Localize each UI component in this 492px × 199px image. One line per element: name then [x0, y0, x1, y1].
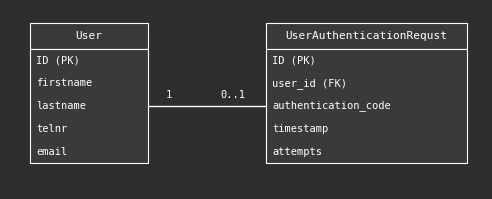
Text: lastname: lastname: [36, 101, 86, 111]
Text: attempts: attempts: [272, 147, 322, 157]
Text: ID (PK): ID (PK): [272, 55, 316, 65]
Text: ID (PK): ID (PK): [36, 55, 80, 65]
Text: UserAuthenticationRequst: UserAuthenticationRequst: [285, 31, 448, 41]
Text: user_id (FK): user_id (FK): [272, 78, 347, 89]
Text: email: email: [36, 147, 67, 157]
Text: User: User: [75, 31, 102, 41]
Text: timestamp: timestamp: [272, 124, 328, 134]
FancyBboxPatch shape: [30, 49, 148, 163]
Text: telnr: telnr: [36, 124, 67, 134]
Text: 0..1: 0..1: [220, 90, 245, 100]
Text: 1: 1: [166, 90, 172, 100]
Text: firstname: firstname: [36, 78, 92, 88]
FancyBboxPatch shape: [266, 49, 467, 163]
Text: authentication_code: authentication_code: [272, 100, 391, 111]
FancyBboxPatch shape: [30, 23, 148, 49]
FancyBboxPatch shape: [266, 23, 467, 49]
